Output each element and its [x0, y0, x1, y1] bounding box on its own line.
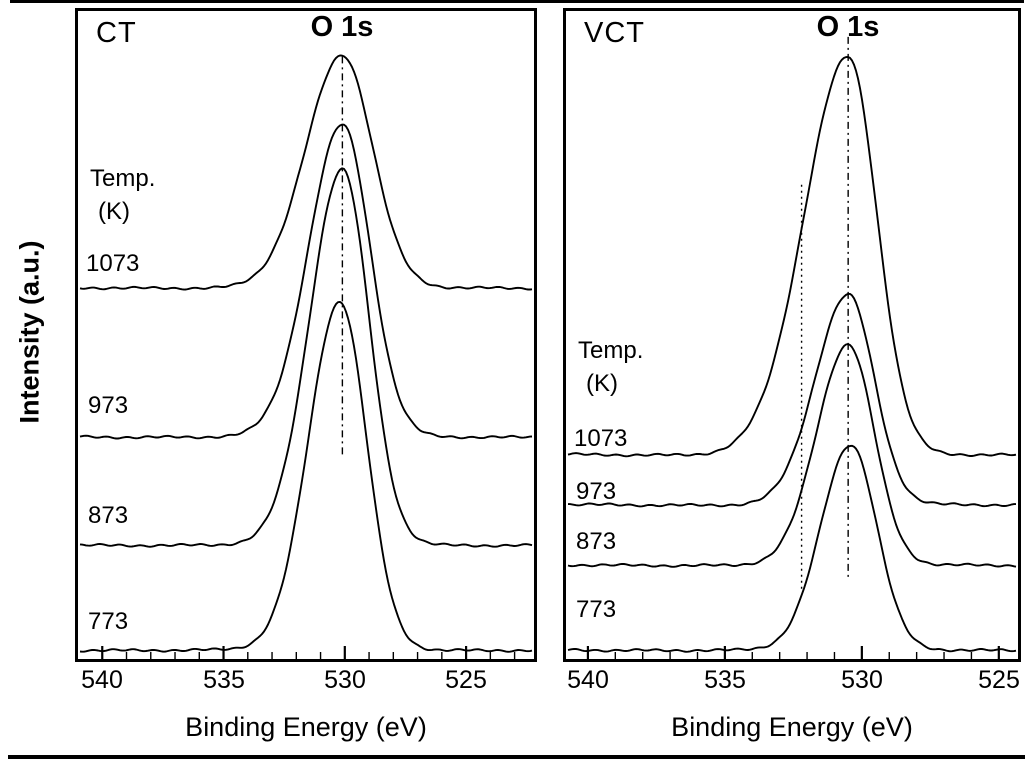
- vct-x-tick-525: 525: [978, 666, 1020, 694]
- vct-temp-header-line1: Temp.: [578, 337, 644, 364]
- ct-temp-label-973: 973: [88, 392, 129, 419]
- vct-temp-label-773: 773: [576, 596, 617, 623]
- vct-x-tick-535: 535: [704, 666, 746, 694]
- ct-temp-label-873: 873: [88, 502, 129, 529]
- ct-x-axis-title: Binding Energy (eV): [185, 712, 427, 742]
- scan-border-bottom: [8, 755, 1025, 759]
- ct-spectra-plot: [79, 54, 533, 659]
- vct-temp-label-873: 873: [576, 528, 617, 555]
- vct-temp-header-line2: (K): [586, 370, 618, 397]
- ct-temp-label-1073: 1073: [86, 250, 140, 277]
- vct-x-tick-530: 530: [841, 666, 883, 694]
- vct-panel-frame: VCT O 1s Temp. (K) 1073 973 873 773: [563, 8, 1021, 662]
- ct-x-tick-540: 540: [81, 666, 123, 694]
- ct-panel-label: CT: [96, 17, 137, 49]
- y-axis-label: Intensity (a.u.): [14, 240, 45, 424]
- ct-temp-header-line1: Temp.: [90, 165, 156, 192]
- scan-border-top: [10, 0, 1024, 3]
- ct-temp-label-773: 773: [88, 608, 129, 635]
- vct-temp-label-1073: 1073: [574, 425, 628, 452]
- vct-temp-label-973: 973: [576, 478, 617, 505]
- ct-panel-frame: CT O 1s Temp. (K) 1073 973 873 773: [75, 8, 537, 662]
- ct-peak-title: O 1s: [310, 11, 374, 43]
- ct-x-tick-525: 525: [445, 666, 487, 694]
- vct-x-axis-title: Binding Energy (eV): [671, 712, 913, 742]
- vct-spectra-plot: [567, 36, 1017, 659]
- vct-x-tick-540: 540: [567, 666, 609, 694]
- vct-peak-title: O 1s: [816, 11, 880, 43]
- ct-temp-header-line2: (K): [98, 198, 130, 225]
- vct-panel-label: VCT: [584, 17, 645, 49]
- ct-x-tick-530: 530: [324, 666, 366, 694]
- ct-x-tick-535: 535: [203, 666, 245, 694]
